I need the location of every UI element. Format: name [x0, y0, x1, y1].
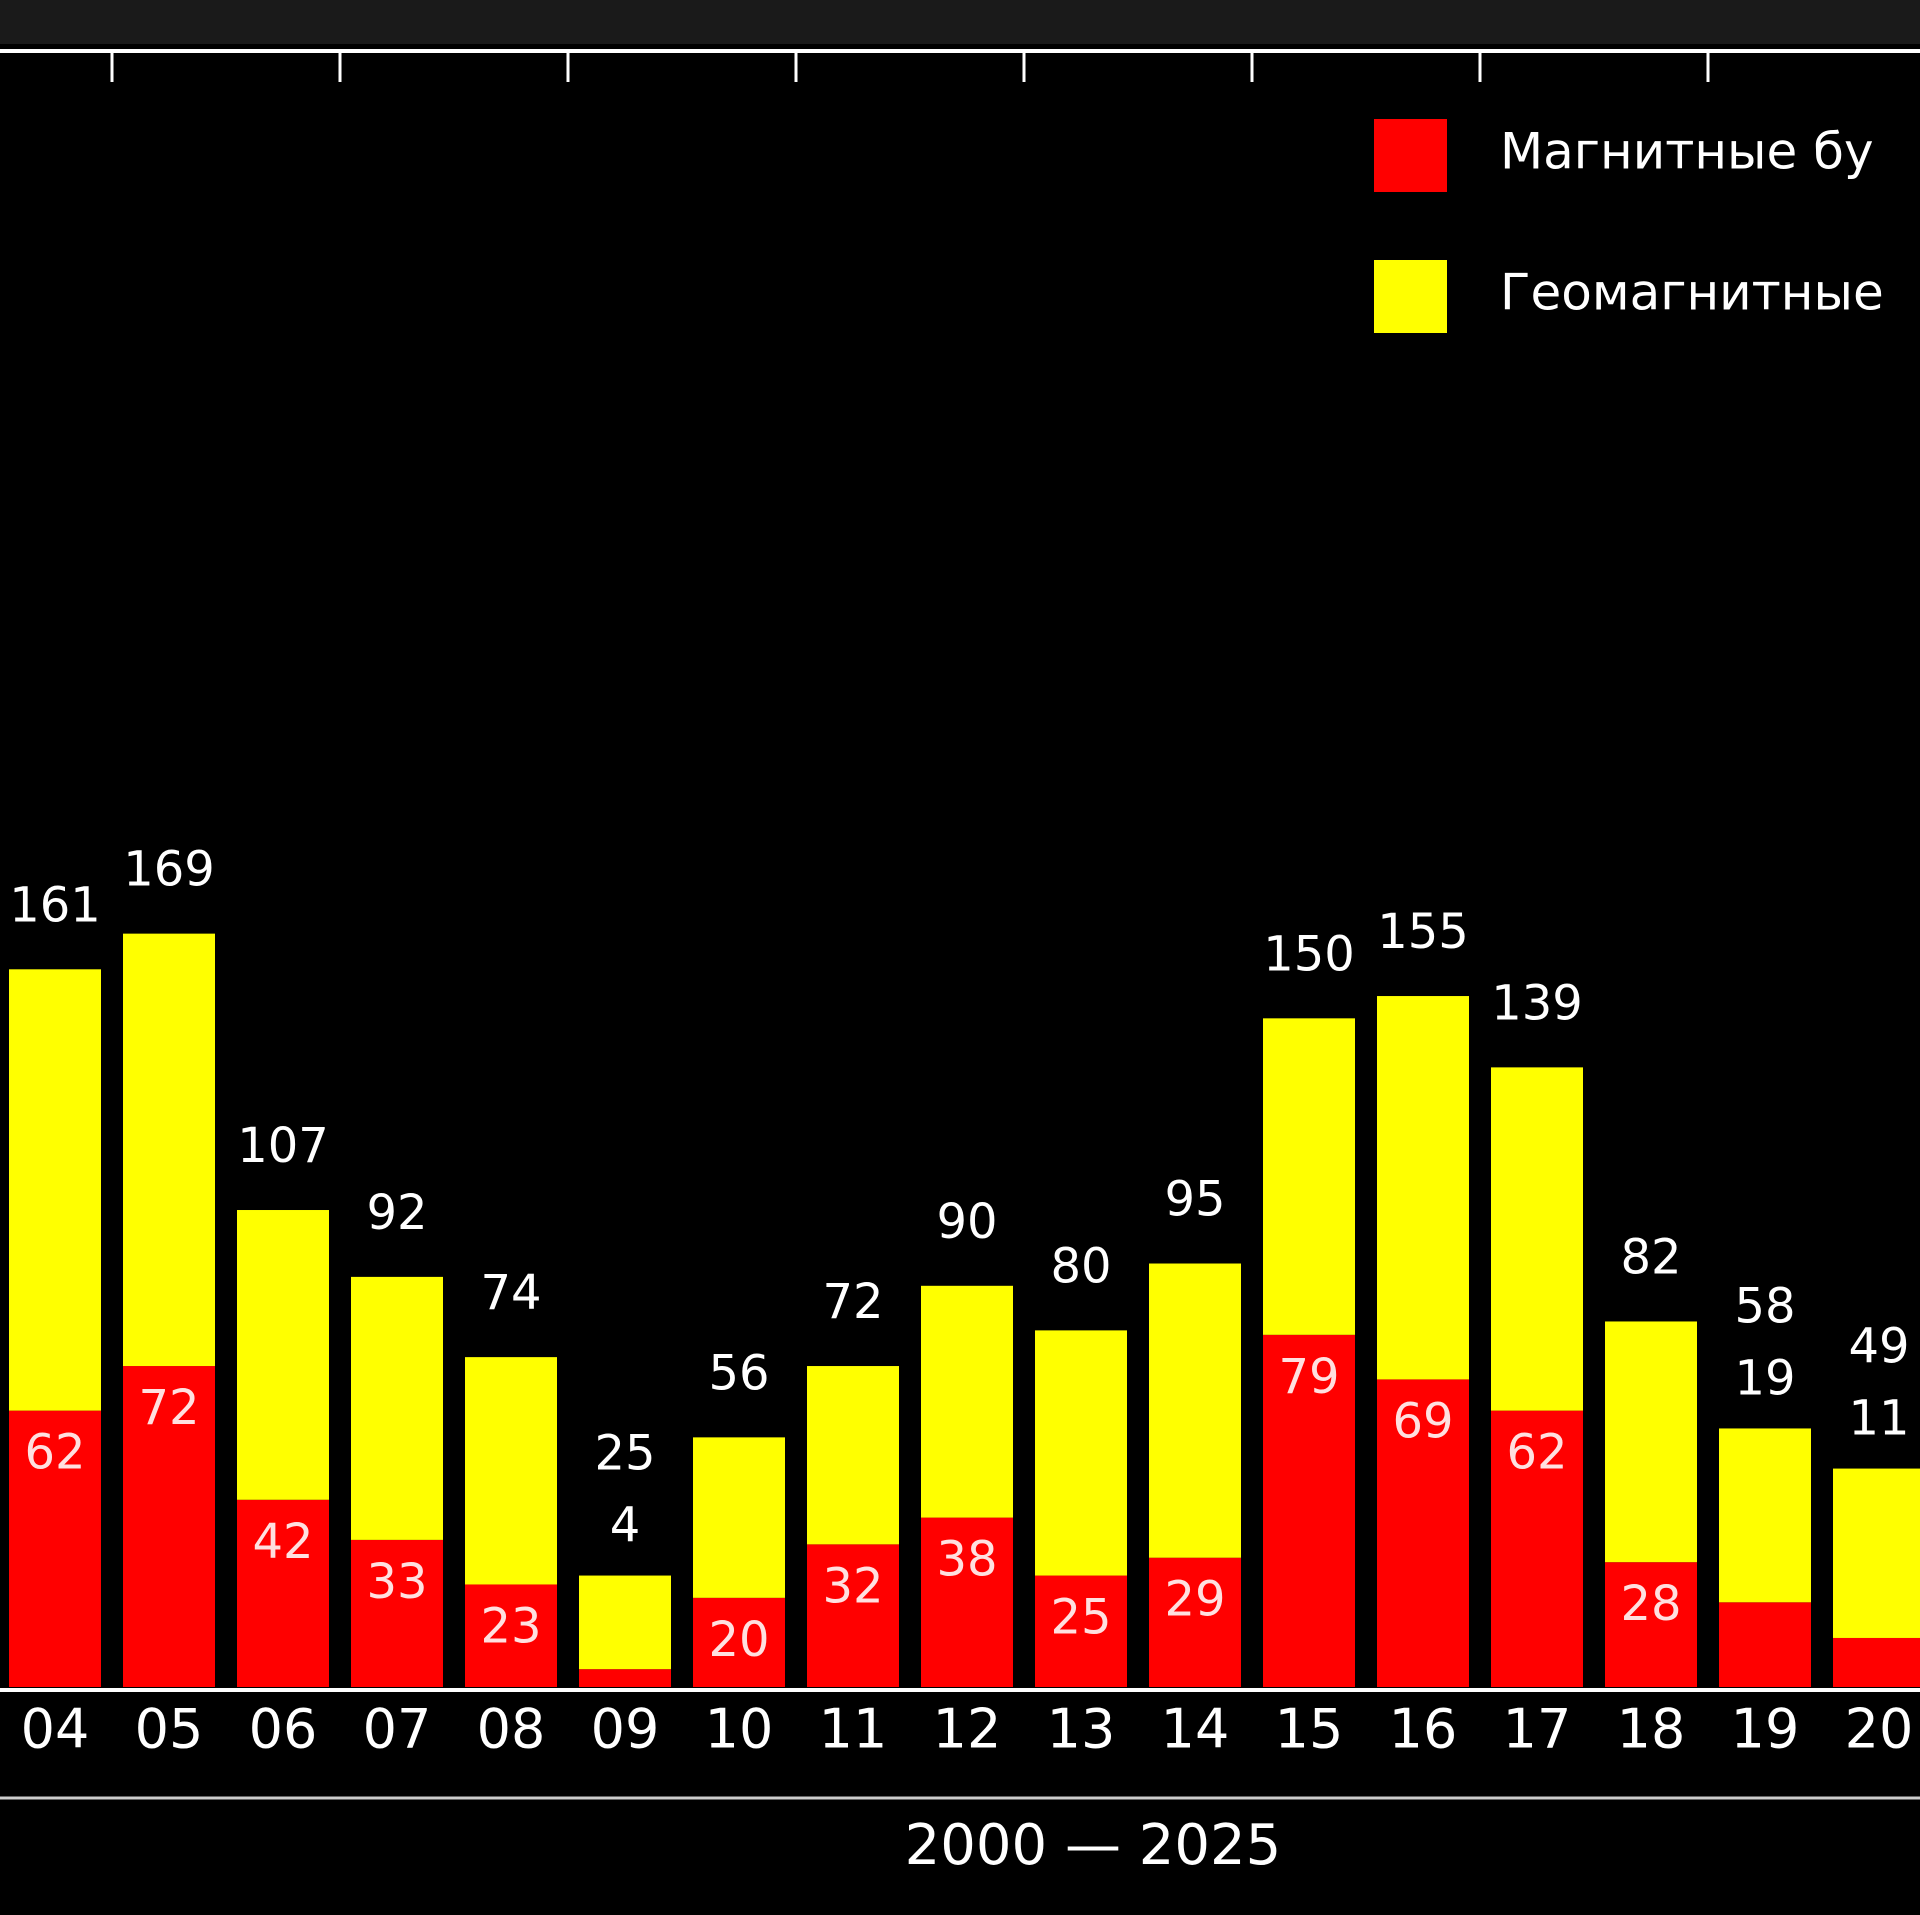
bar-segment — [921, 1517, 1013, 1687]
x-tick-label: 19 — [1731, 1698, 1800, 1761]
bar-segment — [1035, 1575, 1127, 1687]
bar-segment — [1263, 1334, 1355, 1687]
bar-segment — [1719, 1428, 1811, 1603]
value-label: 69 — [1392, 1393, 1453, 1449]
total-label: 58 — [1734, 1278, 1795, 1334]
total-label: 74 — [480, 1265, 541, 1321]
legend-swatch — [1374, 260, 1447, 333]
legend-label: Магнитные бу — [1500, 123, 1874, 181]
bar-segment — [237, 1210, 329, 1500]
bar-segment — [1035, 1330, 1127, 1576]
x-axis-title: 2000 — 2025 — [905, 1813, 1282, 1878]
total-label: 155 — [1377, 904, 1469, 960]
value-label: 25 — [1050, 1590, 1111, 1646]
total-label: 139 — [1491, 975, 1583, 1031]
bar-segment — [1149, 1263, 1241, 1558]
bar-segment — [693, 1437, 785, 1598]
x-tick-label: 14 — [1161, 1698, 1230, 1761]
bar-segment — [1263, 1018, 1355, 1335]
total-label: 72 — [822, 1274, 883, 1330]
bar-segment — [237, 1499, 329, 1687]
x-tick-label: 12 — [933, 1698, 1002, 1761]
bar-segment — [693, 1597, 785, 1687]
bar-segment — [1719, 1602, 1811, 1687]
value-label: 79 — [1278, 1349, 1339, 1405]
x-tick-label: 09 — [591, 1698, 660, 1761]
total-label: 82 — [1620, 1229, 1681, 1285]
total-label: 92 — [366, 1185, 427, 1241]
x-tick-label: 05 — [135, 1698, 204, 1761]
bar-segment — [1149, 1557, 1241, 1687]
bar-segment — [1605, 1321, 1697, 1563]
x-tick-label: 06 — [249, 1698, 318, 1761]
x-tick-label: 10 — [705, 1698, 774, 1761]
total-label: 25 — [594, 1426, 655, 1482]
bar-segment — [1377, 996, 1469, 1380]
total-label: 150 — [1263, 926, 1355, 982]
bar-segment — [465, 1584, 557, 1687]
x-tick-label: 16 — [1389, 1698, 1458, 1761]
bar-segment — [807, 1366, 899, 1545]
value-label: 62 — [1506, 1425, 1567, 1481]
value-label: 20 — [708, 1612, 769, 1668]
value-label: 4 — [610, 1498, 641, 1554]
total-label: 80 — [1050, 1238, 1111, 1294]
bar-segment — [351, 1539, 443, 1687]
bar-segment — [465, 1357, 557, 1585]
total-label: 107 — [237, 1118, 329, 1174]
bar-segment — [1491, 1410, 1583, 1687]
value-label: 29 — [1164, 1572, 1225, 1628]
bar-segment — [9, 1410, 101, 1687]
value-label: 62 — [24, 1425, 85, 1481]
x-tick-label: 04 — [21, 1698, 90, 1761]
value-label: 19 — [1734, 1350, 1795, 1406]
bar-segment — [9, 969, 101, 1411]
bar-segment — [1491, 1067, 1583, 1411]
value-label: 23 — [480, 1598, 541, 1654]
bar-segment — [579, 1669, 671, 1687]
x-tick-label: 07 — [363, 1698, 432, 1761]
legend-swatch — [1374, 119, 1447, 192]
total-label: 49 — [1848, 1319, 1909, 1375]
bar-segment — [921, 1285, 1013, 1518]
legend-label: Геомагнитные — [1500, 264, 1884, 322]
x-tick-label: 13 — [1047, 1698, 1116, 1761]
bar-segment — [1377, 1379, 1469, 1687]
value-label: 42 — [252, 1514, 313, 1570]
x-tick-label: 20 — [1845, 1698, 1914, 1761]
total-label: 90 — [936, 1194, 997, 1250]
bar-segment — [123, 933, 215, 1367]
bar-segment — [123, 1366, 215, 1687]
total-label: 169 — [123, 842, 215, 898]
bar-segment — [807, 1544, 899, 1687]
total-label: 161 — [9, 877, 101, 933]
x-tick-label: 15 — [1275, 1698, 1344, 1761]
x-tick-label: 08 — [477, 1698, 546, 1761]
value-label: 72 — [138, 1380, 199, 1436]
x-tick-label: 11 — [819, 1698, 888, 1761]
bar-segment — [1605, 1562, 1697, 1687]
value-label: 28 — [1620, 1576, 1681, 1632]
x-tick-label: 18 — [1617, 1698, 1686, 1761]
bar-segment — [1833, 1637, 1920, 1687]
top-band — [0, 0, 1920, 44]
value-label: 38 — [936, 1532, 997, 1588]
value-label: 11 — [1848, 1391, 1909, 1447]
bar-segment — [351, 1276, 443, 1540]
x-tick-label: 17 — [1503, 1698, 1572, 1761]
bar-segment — [1833, 1468, 1920, 1638]
value-label: 33 — [366, 1554, 427, 1610]
value-label: 32 — [822, 1558, 883, 1614]
bar-segment — [579, 1575, 671, 1670]
total-label: 95 — [1164, 1172, 1225, 1228]
total-label: 56 — [708, 1345, 769, 1401]
